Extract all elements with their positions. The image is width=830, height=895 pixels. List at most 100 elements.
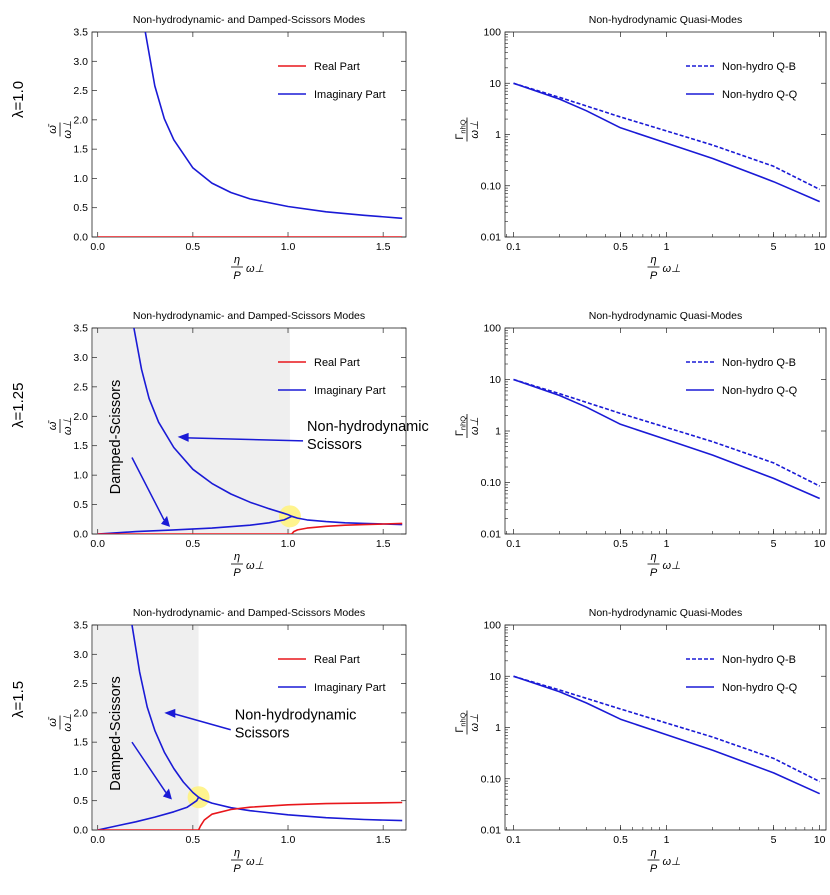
y-tick-label: 1.5 bbox=[73, 144, 88, 156]
y-tick-label: 0.01 bbox=[481, 232, 502, 244]
series-group bbox=[97, 625, 403, 830]
y-tick-label: 0.0 bbox=[73, 825, 88, 837]
x-tick-label: 0.5 bbox=[186, 241, 201, 253]
x-label-numerator: η bbox=[234, 551, 240, 563]
y-tick-label: 0.10 bbox=[481, 773, 502, 785]
y-tick-label: 0.0 bbox=[73, 232, 88, 244]
row-label-lambda-3: λ=1.5 bbox=[10, 680, 27, 718]
series-line-real-part bbox=[197, 801, 403, 830]
y-tick-label: 1 bbox=[495, 129, 501, 141]
chart-panel-6: Non-hydrodynamic Quasi-Modes 0.1 0.5 1 5 10 0.… bbox=[454, 607, 827, 875]
series-line-real-part bbox=[291, 522, 403, 534]
annotation-text-nonhydro: Non-hydrodynamic bbox=[307, 419, 429, 435]
chart-panel-5: Non-hydrodynamic- and Damped-Scissors Mo… bbox=[47, 607, 407, 875]
x-tick-label: 0.5 bbox=[613, 834, 628, 846]
x-label-denominator: P bbox=[233, 567, 241, 579]
y-tick-label: 2.5 bbox=[73, 85, 88, 97]
y-tick-label: 3.5 bbox=[73, 323, 88, 335]
series-line-imaginary-part bbox=[144, 32, 403, 220]
x-tick-label: 1.0 bbox=[281, 241, 296, 253]
y-tick-label: 2.0 bbox=[73, 114, 88, 126]
y-tick-label: 2.0 bbox=[73, 707, 88, 719]
series-line-non-hydro-q-q bbox=[513, 675, 821, 795]
legend-label: Real Part bbox=[314, 654, 360, 666]
x-tick-label: 1.0 bbox=[281, 538, 296, 550]
chart-title: Non-hydrodynamic Quasi-Modes bbox=[589, 14, 742, 26]
y-tick-label: 0.0 bbox=[73, 529, 88, 541]
x-label-tail: ω⊥ bbox=[246, 856, 264, 868]
x-label-denominator: P bbox=[233, 863, 241, 875]
y-label: ΓnhQ ω⊥ bbox=[454, 117, 481, 142]
y-label-denominator: ω⊥ bbox=[62, 120, 74, 138]
legend-label: Real Part bbox=[314, 61, 360, 73]
x-tick-label: 1 bbox=[664, 834, 670, 846]
y-label-denominator: ω⊥ bbox=[62, 713, 74, 731]
x-label-denominator: P bbox=[233, 270, 241, 282]
x-label-numerator: η bbox=[234, 847, 240, 859]
series-group bbox=[513, 82, 821, 203]
y-tick-label: 3.5 bbox=[73, 27, 88, 39]
y-tick-label: 10 bbox=[489, 78, 501, 90]
row-label-lambda-2: λ=1.25 bbox=[10, 382, 27, 428]
legend-label: Imaginary Part bbox=[314, 89, 386, 101]
annotation-text-damped: Damped-Scissors bbox=[108, 380, 124, 494]
x-label-denominator: P bbox=[650, 863, 658, 875]
y-tick-label: 3.0 bbox=[73, 352, 88, 364]
x-label-tail: ω⊥ bbox=[246, 560, 264, 572]
annotation-arrowhead-damped bbox=[161, 515, 171, 527]
x-label-denominator: P bbox=[650, 270, 658, 282]
y-tick-label: 3.0 bbox=[73, 649, 88, 661]
y-label-numerator: ΓnhQ bbox=[454, 712, 468, 732]
series-line-non-hydro-q-q bbox=[513, 82, 821, 203]
annotation-arrowhead-damped bbox=[162, 788, 172, 800]
y-tick-label: 100 bbox=[483, 323, 501, 335]
y-label: ΓnhQ ω⊥ bbox=[454, 414, 481, 438]
y-label-numerator: ΓnhQ bbox=[454, 119, 468, 139]
annotation-text-damped: Damped-Scissors bbox=[108, 676, 124, 790]
damped-region-shade bbox=[93, 626, 199, 829]
y-tick-label: 1 bbox=[495, 722, 501, 734]
chart-panel-3: Non-hydrodynamic- and Damped-Scissors Mo… bbox=[47, 310, 429, 579]
legend-label: Non-hydro Q-Q bbox=[722, 89, 798, 101]
annotation-arrow-nonhydro bbox=[187, 437, 304, 442]
x-tick-label: 0.1 bbox=[506, 241, 521, 253]
x-tick-label: 0.0 bbox=[90, 538, 105, 550]
chart-title: Non-hydrodynamic- and Damped-Scissors Mo… bbox=[133, 607, 365, 619]
chart-title: Non-hydrodynamic- and Damped-Scissors Mo… bbox=[133, 310, 365, 322]
y-label: ω̄ ω⊥ bbox=[47, 120, 74, 138]
legend-label: Non-hydro Q-B bbox=[722, 61, 796, 73]
x-label-tail: ω⊥ bbox=[663, 263, 681, 275]
x-tick-label: 0.0 bbox=[90, 834, 105, 846]
x-tick-label: 1.5 bbox=[376, 241, 391, 253]
x-tick-label: 10 bbox=[814, 834, 826, 846]
y-label-numerator: ΓnhQ bbox=[454, 416, 468, 436]
y-label: ω̄ ω⊥ bbox=[47, 713, 74, 731]
x-tick-label: 1 bbox=[664, 241, 670, 253]
x-tick-label: 1.5 bbox=[376, 834, 391, 846]
y-tick-label: 0.5 bbox=[73, 499, 88, 511]
chart-title: Non-hydrodynamic Quasi-Modes bbox=[589, 310, 742, 322]
x-tick-label: 0.5 bbox=[613, 241, 628, 253]
y-tick-label: 0.5 bbox=[73, 202, 88, 214]
chart-panel-1: Non-hydrodynamic- and Damped-Scissors Mo… bbox=[47, 14, 407, 282]
chart-panel-4: Non-hydrodynamic Quasi-Modes 0.1 0.5 1 5 10 0.… bbox=[454, 310, 827, 579]
y-tick-label: 3.5 bbox=[73, 620, 88, 632]
x-tick-label: 0.5 bbox=[186, 834, 201, 846]
x-label-tail: ω⊥ bbox=[663, 856, 681, 868]
series-group bbox=[513, 378, 821, 500]
series-line-non-hydro-q-b bbox=[513, 675, 821, 783]
series-group bbox=[97, 328, 403, 534]
annotation-arrow-damped bbox=[131, 741, 167, 793]
x-tick-label: 0.1 bbox=[506, 834, 521, 846]
damped-region-shade bbox=[93, 329, 290, 533]
x-tick-label: 0.5 bbox=[186, 538, 201, 550]
y-tick-label: 2.5 bbox=[73, 381, 88, 393]
annotation-text-nonhydro: Scissors bbox=[307, 437, 362, 453]
legend-label: Non-hydro Q-Q bbox=[722, 385, 798, 397]
x-tick-label: 1.0 bbox=[281, 834, 296, 846]
x-tick-label: 5 bbox=[771, 834, 777, 846]
y-label-numerator: ω̄ bbox=[47, 123, 59, 134]
x-tick-label: 5 bbox=[771, 241, 777, 253]
